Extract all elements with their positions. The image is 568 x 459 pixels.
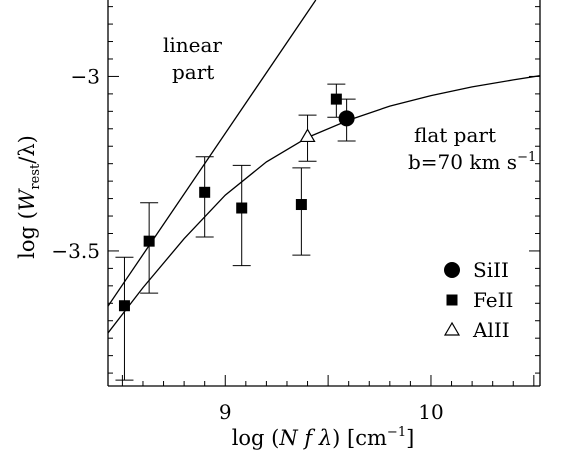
y-tick-label: −3 bbox=[71, 64, 100, 88]
data-point-alii bbox=[299, 128, 316, 143]
curve-flat-part bbox=[108, 75, 540, 334]
annotation-linear-part-line2: part bbox=[172, 60, 214, 84]
annotation-linear-part-line1: linear bbox=[163, 33, 222, 57]
data-point-feii bbox=[199, 186, 211, 198]
data-point-feii bbox=[330, 93, 342, 105]
x-axis-title-close: ] bbox=[406, 426, 414, 450]
x-axis-title-variable: N f λ bbox=[278, 426, 332, 450]
data-point-feii bbox=[295, 199, 307, 211]
annotation-flat-part-exponent: −1 bbox=[517, 150, 536, 165]
curves-layer bbox=[108, 0, 540, 334]
x-axis-title-unit: ) [cm bbox=[332, 426, 387, 450]
curve-linear-part bbox=[108, 0, 317, 307]
x-axis-title-exponent: −1 bbox=[387, 425, 406, 440]
legend-marker-siii bbox=[444, 262, 460, 278]
legend-label-feii: FeII bbox=[473, 288, 513, 312]
y-axis-title-variable: W bbox=[15, 187, 39, 211]
x-tick-label: 10 bbox=[418, 400, 443, 424]
legend-label-siii: SiII bbox=[473, 258, 509, 282]
axes-layer: 9 10 −3 −3.5 bbox=[51, 0, 541, 424]
x-axis-title: log (N f λ) [cm−1] bbox=[232, 425, 415, 450]
y-tick-label: −3.5 bbox=[51, 239, 100, 263]
error-bars-layer bbox=[115, 83, 356, 381]
x-tick-label: 9 bbox=[219, 400, 232, 424]
data-point-feii bbox=[143, 235, 155, 247]
y-axis-title: log (Wrest/λ) bbox=[15, 135, 43, 259]
annotation-flat-part-line2: b=70 km s−1 bbox=[408, 150, 536, 174]
data-point-feii bbox=[236, 202, 248, 214]
annotation-flat-part-b-value: b=70 km s bbox=[408, 150, 517, 174]
y-axis-title-pre: log ( bbox=[15, 211, 39, 259]
legend-marker-feii bbox=[446, 294, 458, 306]
y-axis-title-subscript: rest bbox=[28, 163, 43, 190]
x-axis-title-pre: log ( bbox=[232, 426, 280, 450]
markers-layer bbox=[118, 93, 355, 312]
annotation-flat-part-line1: flat part bbox=[414, 123, 496, 147]
data-point-feii bbox=[118, 300, 130, 312]
legend: SiII FeII AlII bbox=[443, 258, 513, 342]
legend-label-alii: AlII bbox=[472, 318, 510, 342]
data-point-siii bbox=[338, 110, 355, 127]
y-axis-title-post: /λ) bbox=[15, 135, 39, 164]
legend-marker-alii bbox=[443, 321, 461, 336]
